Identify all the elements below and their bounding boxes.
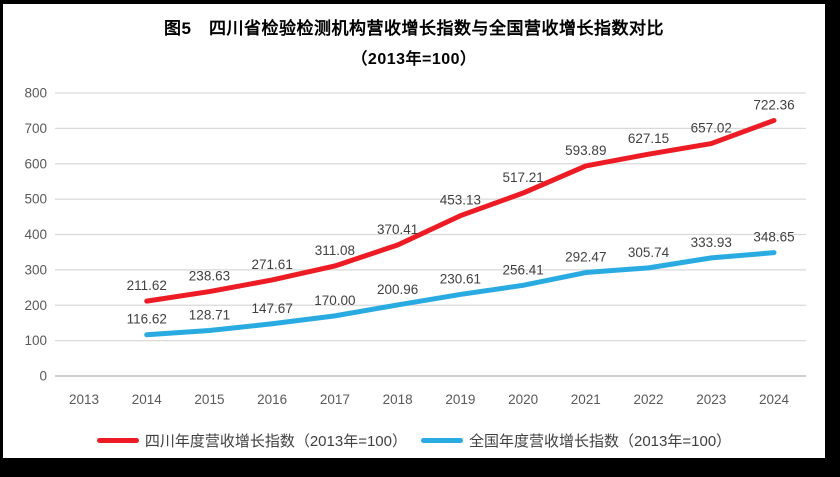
legend-label-sichuan: 四川年度营收增长指数（2013年=100） bbox=[144, 432, 407, 450]
svg-text:170.00: 170.00 bbox=[314, 293, 355, 308]
chart-subtitle: （2013年=100） bbox=[351, 51, 477, 68]
svg-text:593.89: 593.89 bbox=[565, 143, 606, 158]
svg-text:116.62: 116.62 bbox=[127, 312, 167, 327]
svg-text:2015: 2015 bbox=[194, 392, 224, 407]
svg-text:211.62: 211.62 bbox=[127, 278, 167, 293]
chart-panel: 0 100 200 300 400 500 600 700 800 2013 2014 2015 201… bbox=[3, 4, 825, 458]
svg-text:300: 300 bbox=[24, 262, 47, 277]
chart-legend: 四川年度营收增长指数（2013年=100） 全国年度营收增长指数（2013年=1… bbox=[3, 428, 825, 452]
svg-text:230.61: 230.61 bbox=[440, 271, 481, 286]
svg-text:722.36: 722.36 bbox=[753, 97, 794, 112]
svg-text:700: 700 bbox=[24, 121, 47, 136]
svg-text:657.02: 657.02 bbox=[691, 121, 732, 136]
svg-text:305.74: 305.74 bbox=[628, 245, 670, 260]
svg-text:2016: 2016 bbox=[257, 392, 287, 407]
svg-text:100: 100 bbox=[24, 333, 47, 348]
red-line-swatch-icon bbox=[96, 437, 139, 443]
svg-text:2019: 2019 bbox=[445, 392, 475, 407]
blue-line-swatch-icon bbox=[421, 437, 463, 443]
svg-text:292.47: 292.47 bbox=[565, 250, 606, 265]
svg-text:800: 800 bbox=[24, 86, 47, 101]
legend-item-national: 全国年度营收增长指数（2013年=100） bbox=[421, 430, 731, 451]
svg-text:256.41: 256.41 bbox=[502, 262, 543, 277]
svg-text:200.96: 200.96 bbox=[377, 282, 418, 297]
svg-text:2022: 2022 bbox=[634, 392, 664, 407]
svg-text:400: 400 bbox=[24, 227, 47, 242]
svg-text:2017: 2017 bbox=[320, 392, 350, 407]
svg-text:238.63: 238.63 bbox=[189, 269, 230, 284]
svg-text:500: 500 bbox=[24, 192, 47, 207]
chart-title: 图5 四川省检验检测机构营收增长指数与全国营收增长指数对比 bbox=[164, 19, 664, 38]
svg-text:627.15: 627.15 bbox=[628, 131, 669, 146]
svg-text:2013: 2013 bbox=[69, 392, 99, 407]
svg-text:2014: 2014 bbox=[132, 392, 163, 407]
svg-text:453.13: 453.13 bbox=[440, 193, 481, 208]
chart-title-block: 图5 四川省检验检测机构营收增长指数与全国营收增长指数对比 （2013年=100… bbox=[3, 14, 825, 69]
svg-text:128.71: 128.71 bbox=[189, 307, 230, 322]
svg-text:348.65: 348.65 bbox=[753, 230, 794, 245]
legend-label-national: 全国年度营收增长指数（2013年=100） bbox=[469, 432, 732, 450]
svg-text:600: 600 bbox=[24, 156, 47, 171]
svg-text:517.21: 517.21 bbox=[502, 170, 543, 185]
svg-text:2020: 2020 bbox=[508, 392, 538, 407]
svg-text:271.61: 271.61 bbox=[252, 257, 293, 272]
svg-text:370.41: 370.41 bbox=[377, 222, 418, 237]
svg-text:147.67: 147.67 bbox=[252, 301, 293, 316]
legend-item-sichuan: 四川年度营收增长指数（2013年=100） bbox=[96, 430, 407, 451]
svg-text:2023: 2023 bbox=[696, 392, 726, 407]
svg-text:311.08: 311.08 bbox=[315, 243, 355, 258]
svg-text:2021: 2021 bbox=[571, 392, 601, 407]
line-chart: 0 100 200 300 400 500 600 700 800 2013 2014 2015 201… bbox=[24, 86, 806, 407]
svg-text:333.93: 333.93 bbox=[691, 235, 732, 250]
svg-text:200: 200 bbox=[24, 298, 47, 313]
svg-text:0: 0 bbox=[39, 369, 47, 384]
svg-text:2018: 2018 bbox=[383, 392, 413, 407]
svg-text:2024: 2024 bbox=[759, 392, 790, 407]
